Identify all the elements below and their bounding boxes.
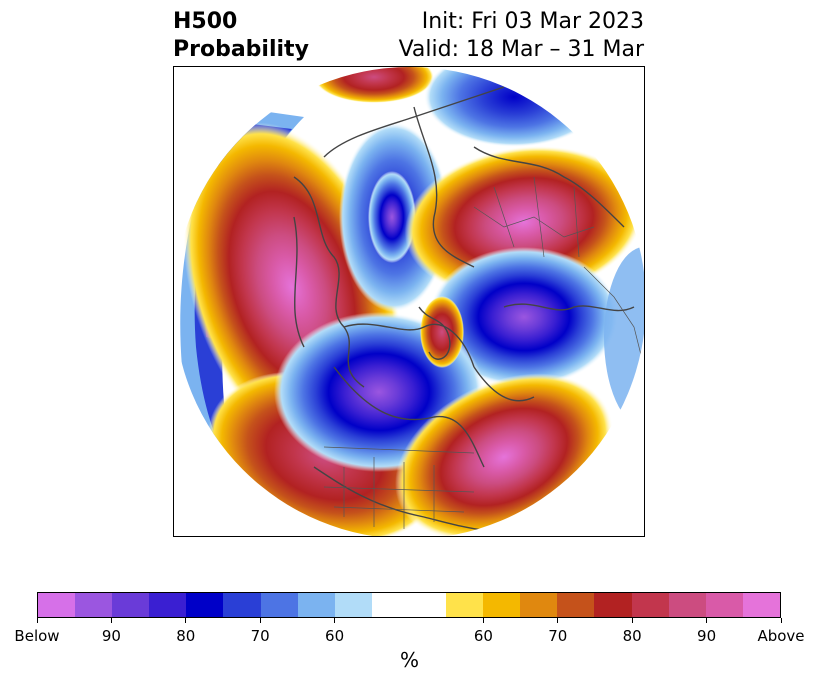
- central-above-blob: [420, 296, 464, 368]
- colorbar-segment: [260, 593, 298, 617]
- probability-field: [174, 67, 644, 536]
- coastlines: [293, 86, 644, 532]
- colorbar: [37, 592, 781, 618]
- init-date: Init: Fri 03 Mar 2023: [421, 9, 644, 34]
- colorbar-segment: [334, 593, 372, 617]
- eurasian-trough: [429, 247, 619, 387]
- title-line-1: H500: [173, 9, 238, 34]
- colorbar-tick-label: 70: [548, 627, 568, 645]
- colorbar-tick-label: 60: [325, 627, 345, 645]
- colorbar-segment: [223, 593, 261, 617]
- arctic-trough-core: [368, 171, 416, 263]
- colorbar-segment: [668, 593, 706, 617]
- colorbar-segment: [557, 593, 595, 617]
- colorbar-segment: [186, 593, 224, 617]
- colorbar-tick-mark: [36, 618, 38, 623]
- colorbar-segment: [149, 593, 187, 617]
- map-svg: [174, 67, 644, 536]
- colorbar-tick-label: Above: [757, 627, 805, 645]
- upper-right-ridge: [404, 145, 644, 299]
- colorbar-tick-mark: [482, 618, 484, 623]
- colorbar-segment: [483, 593, 521, 617]
- colorbar-segment: [297, 593, 335, 617]
- colorbar-tick-mark: [557, 618, 559, 623]
- probability-map: [173, 66, 645, 537]
- arctic-top-above: [314, 67, 434, 103]
- colorbar-label: %: [399, 648, 419, 672]
- colorbar-segment: [446, 593, 484, 617]
- colorbar-tick-mark: [780, 618, 782, 623]
- title-line-2: Probability: [173, 37, 309, 62]
- colorbar-segment: [371, 593, 409, 617]
- map-title: H500 Probability: [173, 8, 309, 64]
- colorbar-segment: [75, 593, 113, 617]
- colorbar-segment: [408, 593, 447, 617]
- colorbar-tick-mark: [631, 618, 633, 623]
- colorbar-tick-mark: [259, 618, 261, 623]
- colorbar-tick-label: Below: [14, 627, 60, 645]
- colorbar-segment: [742, 593, 780, 617]
- colorbar-segment: [631, 593, 669, 617]
- valid-date: Valid: 18 Mar – 31 Mar: [398, 37, 644, 62]
- colorbar-tick-label: 80: [622, 627, 642, 645]
- colorbar-segment: [705, 593, 743, 617]
- colorbar-tick-mark: [334, 618, 336, 623]
- colorbar-tick-label: 60: [473, 627, 493, 645]
- colorbar-segment: [112, 593, 150, 617]
- colorbar-tick-label: 90: [101, 627, 121, 645]
- right-edge-below: [604, 247, 644, 427]
- colorbar-tick-label: 90: [697, 627, 717, 645]
- colorbar-tick-label: 70: [250, 627, 270, 645]
- colorbar-tick-mark: [185, 618, 187, 623]
- colorbar-segment: [38, 593, 76, 617]
- borders: [323, 176, 644, 529]
- colorbar-tick-mark: [706, 618, 708, 623]
- colorbar-segment: [594, 593, 632, 617]
- colorbar-segment: [520, 593, 558, 617]
- colorbar-tick-mark: [110, 618, 112, 623]
- colorbar-tick-label: 80: [176, 627, 196, 645]
- date-info: Init: Fri 03 Mar 2023 Valid: 18 Mar – 31…: [399, 8, 644, 64]
